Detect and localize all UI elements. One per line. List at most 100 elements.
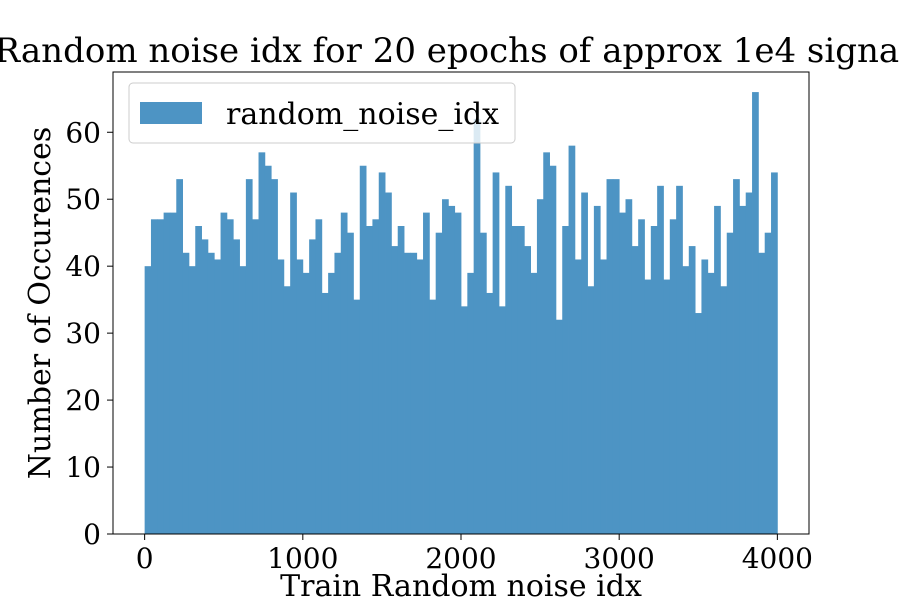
histogram-bar: [435, 232, 443, 534]
histogram-bar: [195, 226, 202, 534]
y-axis: 0 10 20 30 40 50 60: [65, 116, 113, 551]
histogram-bar: [271, 179, 278, 534]
histogram-bar: [252, 219, 259, 534]
histogram-bar: [442, 199, 449, 534]
histogram-bar: [726, 232, 734, 534]
histogram-bar: [707, 272, 715, 534]
histogram-bar: [385, 192, 392, 535]
y-tick-label: 60: [65, 116, 101, 149]
legend-swatch: [140, 102, 202, 124]
histogram-bar: [188, 266, 196, 534]
histogram-bar: [404, 252, 411, 535]
histogram-bar: [448, 205, 456, 535]
histogram-bar: [536, 199, 544, 534]
histogram-bar: [720, 286, 728, 534]
histogram-bar: [505, 185, 513, 534]
histogram-bar: [568, 145, 576, 535]
histogram-bar: [423, 212, 430, 534]
histogram-bar: [486, 292, 494, 534]
y-tick-label: 0: [83, 518, 101, 551]
histogram-bar: [739, 205, 747, 535]
legend-box: [128, 82, 516, 144]
histogram-bar: [302, 272, 310, 534]
histogram-bar: [182, 252, 190, 535]
histogram-bar: [264, 165, 272, 534]
histogram-bar: [517, 226, 525, 534]
histogram-bar: [631, 246, 639, 534]
histogram-bar: [511, 226, 519, 534]
histogram-bar: [663, 279, 671, 534]
legend: random_noise_idx: [128, 82, 516, 144]
histogram-bar: [416, 259, 424, 534]
y-tick-label: 50: [65, 183, 101, 216]
histogram-bar: [233, 239, 240, 535]
histogram-bar: [771, 172, 778, 534]
histogram-bar: [612, 179, 620, 534]
histogram-bar: [600, 259, 607, 534]
histogram-bar: [239, 266, 247, 534]
histogram-bar: [328, 272, 335, 534]
histogram-bar: [492, 172, 500, 534]
histogram-bar: [397, 226, 405, 534]
histogram-bar: [163, 212, 171, 534]
histogram-bar: [315, 219, 323, 534]
histogram-bar: [695, 313, 702, 534]
legend-label: random_noise_idx: [226, 97, 499, 132]
histogram-bar: [245, 179, 253, 534]
histogram-bar: [144, 266, 152, 534]
histogram-bar: [543, 152, 550, 534]
histogram-bar: [473, 118, 481, 534]
histogram-bar: [606, 179, 614, 534]
histogram-bar: [524, 246, 531, 534]
x-axis-label: Train Random noise idx: [280, 569, 642, 600]
histogram-bar: [676, 185, 683, 534]
x-axis: 0 1000 2000 3000 4000: [136, 534, 813, 575]
histogram-bar: [467, 272, 475, 534]
y-tick-label: 20: [65, 384, 101, 417]
histogram-bars: [144, 92, 778, 535]
histogram-bar: [391, 246, 399, 534]
x-tick-label: 4000: [742, 542, 813, 575]
histogram-bar: [562, 226, 569, 534]
histogram-bar: [220, 212, 228, 534]
histogram-bar: [650, 226, 658, 534]
histogram-bar: [201, 239, 209, 535]
histogram-bar: [530, 272, 538, 534]
x-tick-label: 1000: [267, 542, 338, 575]
histogram-bar: [688, 246, 696, 534]
histogram-bar: [479, 232, 487, 534]
histogram-bar: [498, 306, 506, 534]
chart-title: Random noise idx for 20 epochs of approx…: [0, 31, 900, 71]
histogram-bar: [638, 219, 645, 534]
histogram-bar: [290, 192, 297, 535]
histogram-bar: [366, 226, 373, 534]
histogram-bar: [764, 232, 772, 534]
histogram-bar: [258, 152, 266, 534]
histogram-bar: [593, 205, 601, 535]
histogram-bar: [669, 219, 677, 534]
histogram-bar: [625, 199, 633, 534]
histogram-bar: [574, 259, 582, 534]
histogram-bar: [644, 279, 652, 534]
histogram-bar: [176, 179, 183, 534]
x-tick-label: 3000: [584, 542, 655, 575]
histogram-bar: [733, 179, 740, 534]
histogram-bar: [157, 219, 165, 534]
histogram-bar: [169, 212, 177, 534]
histogram-bar: [549, 165, 557, 534]
histogram-bar: [454, 212, 462, 534]
histogram-bar: [334, 252, 342, 535]
histogram-bar: [340, 212, 348, 534]
histogram-bar: [429, 299, 437, 534]
histogram-bar: [581, 192, 588, 535]
histogram-bar: [283, 286, 291, 534]
histogram-bar: [657, 185, 664, 534]
histogram-bar: [555, 319, 563, 534]
histogram-bar: [410, 252, 418, 535]
y-tick-label: 40: [65, 250, 101, 283]
y-axis-label: Number of Occurences: [23, 127, 58, 479]
histogram-bar: [359, 165, 367, 534]
x-tick-label: 2000: [425, 542, 496, 575]
histogram-bar: [758, 252, 766, 535]
